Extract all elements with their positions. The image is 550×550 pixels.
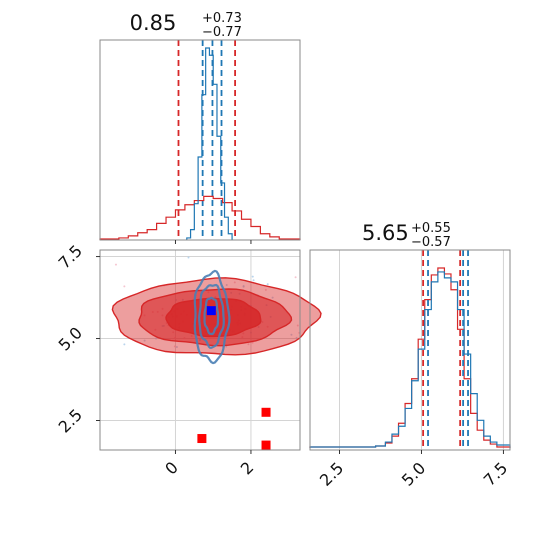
- joint-ytick-label: 5.0: [55, 323, 86, 354]
- joint-marker-red-3: [261, 440, 271, 450]
- marginal-1-frame: [99, 39, 301, 241]
- joint-sample-point: [290, 333, 293, 336]
- marginal-2-title-upper: +0.55: [411, 221, 451, 236]
- joint-sample-point: [123, 285, 126, 288]
- joint-blue-contour-0: [193, 269, 231, 365]
- joint-blue-contour-1: [198, 283, 225, 349]
- joint-sample-point: [296, 324, 299, 327]
- marginal-2-histogram-blue: [309, 271, 511, 448]
- joint-sample-point: [294, 276, 297, 279]
- marginal-1-histogram-blue: [186, 47, 233, 240]
- joint-ytick-label: 2.5: [55, 405, 86, 436]
- joint-marker-blue-0: [206, 306, 216, 316]
- marginal-panel-2: 2.5 5.0 7.5 5.65 +0.55 −0.57: [309, 221, 511, 490]
- joint-sample-point: [271, 296, 274, 299]
- joint-sample-point: [252, 279, 255, 282]
- marginal-1-histogram-red: [99, 195, 301, 240]
- marginal-1-title-value: 0.85: [130, 11, 177, 35]
- joint-sample-point: [114, 263, 117, 266]
- joint-sample-point: [295, 336, 298, 339]
- joint-sample-point: [266, 283, 269, 286]
- marginal-2-xtick-label: 7.5: [480, 458, 511, 489]
- joint-sample-point: [187, 256, 190, 259]
- joint-xtick-label: 0: [161, 458, 182, 479]
- joint-sample-point: [143, 339, 146, 342]
- marginal-1-title: 0.85: [130, 11, 177, 35]
- joint-red-contour-2: [165, 297, 262, 338]
- marginal-2-frame: [309, 249, 511, 451]
- joint-sample-point: [225, 283, 228, 286]
- joint-sample-point: [123, 343, 126, 346]
- joint-sample-point: [242, 284, 245, 287]
- joint-sample-point: [155, 337, 158, 340]
- joint-sample-point: [173, 345, 176, 348]
- joint-frame: [99, 249, 301, 451]
- joint-sample-point: [264, 288, 267, 291]
- marginal-2-title-lower: −0.57: [411, 235, 451, 250]
- joint-panel: 0 2 2.5 5.0 7.5: [55, 241, 322, 479]
- joint-sample-point: [247, 343, 250, 346]
- joint-marker-red-1: [197, 434, 207, 444]
- joint-marker-red-2: [261, 407, 271, 417]
- marginal-2-xtick-label: 2.5: [316, 458, 347, 489]
- joint-blue-contour-2: [203, 296, 220, 336]
- marginal-1-title-upper: +0.73: [202, 11, 242, 26]
- marginal-panel-1: 0.85 +0.73 −0.77: [99, 11, 301, 244]
- joint-sample-point: [233, 281, 236, 284]
- marginal-2-xtick-label: 5.0: [398, 458, 429, 489]
- marginal-1-title-lower: −0.77: [202, 25, 242, 40]
- joint-sample-point: [175, 345, 178, 348]
- joint-xtick-label: 2: [237, 458, 258, 479]
- joint-sample-point: [251, 275, 254, 278]
- marginal-2-title-value: 5.65: [362, 221, 409, 245]
- joint-ytick-label: 7.5: [55, 241, 86, 272]
